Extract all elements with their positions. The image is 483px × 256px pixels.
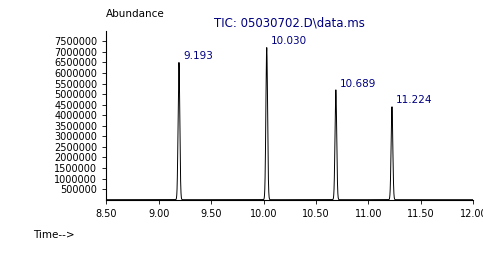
Text: Abundance: Abundance [106, 9, 165, 19]
Text: Time-->: Time--> [33, 230, 74, 240]
Text: 10.689: 10.689 [340, 79, 376, 89]
Text: 9.193: 9.193 [183, 51, 213, 61]
Text: 11.224: 11.224 [396, 95, 433, 105]
Text: 10.030: 10.030 [271, 36, 307, 46]
Title: TIC: 05030702.D\data.ms: TIC: 05030702.D\data.ms [214, 17, 365, 29]
